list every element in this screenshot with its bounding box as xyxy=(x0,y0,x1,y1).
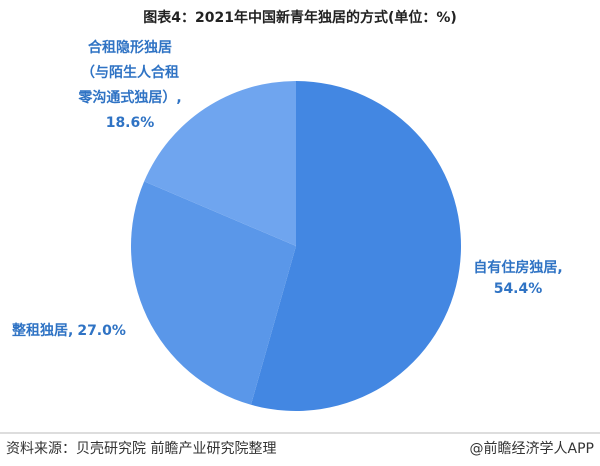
credit: @前瞻经济学人APP xyxy=(470,440,594,457)
label-value: 27.0% xyxy=(77,323,126,339)
data-label: 整租独居, 27.0% xyxy=(11,322,126,339)
source: 资料来源：贝壳研究院 前瞻产业研究院整理 xyxy=(6,440,276,457)
data-label: 合租隐形独居（与陌生人合租零沟通式独居）, 18.6% xyxy=(77,39,181,131)
chart-title: 图表4：2021年中国新青年独居的方式(单位：%) xyxy=(143,9,457,26)
label-value: 54.4% xyxy=(494,281,543,297)
pie-slice xyxy=(131,181,296,405)
label-category: 自有住房独居, xyxy=(473,259,562,276)
pie-slice xyxy=(144,81,296,246)
label-category: 合租隐形独居（与陌生人合租零沟通式独居）, xyxy=(77,39,181,106)
data-label: 自有住房独居, 54.4% xyxy=(473,259,562,297)
label-value: 18.6% xyxy=(106,115,155,131)
label-category: 整租独居, xyxy=(11,322,73,339)
pie-slice xyxy=(250,81,462,411)
